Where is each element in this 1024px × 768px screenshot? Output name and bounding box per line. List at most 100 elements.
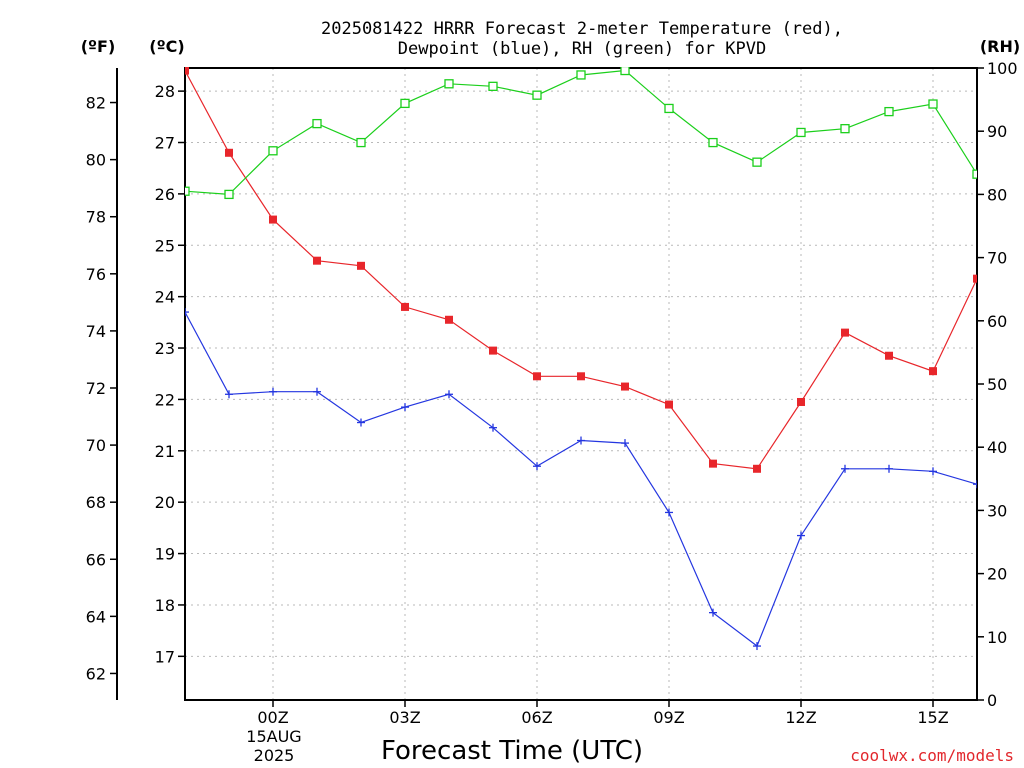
- rh-tick-label: 100: [987, 59, 1018, 78]
- data-point-dewpoint: [489, 423, 497, 432]
- series-line-temperature: [185, 70, 977, 470]
- fahrenheit-tick-label: 62: [86, 664, 106, 683]
- data-point-rh: [488, 81, 498, 91]
- rh-tick-label: 10: [987, 628, 1007, 647]
- data-point-dewpoint: [313, 387, 321, 396]
- data-point-temperature: [753, 464, 761, 473]
- date-label-line2: 2025: [254, 746, 295, 765]
- fahrenheit-tick-label: 66: [86, 550, 106, 569]
- x-tick-label: 06Z: [521, 708, 552, 727]
- celsius-tick-label: 27: [155, 134, 175, 153]
- data-point-dewpoint: [621, 439, 629, 448]
- series-dewpoint: [185, 308, 977, 651]
- data-point-dewpoint: [533, 462, 541, 471]
- data-point-rh: [312, 118, 322, 129]
- series-rh: [185, 67, 977, 200]
- data-point-rh: [356, 137, 366, 148]
- rh-tick-label: 90: [987, 122, 1007, 141]
- x-tick-label: 03Z: [389, 708, 420, 727]
- data-point-rh: [620, 67, 630, 76]
- data-point-dewpoint: [357, 418, 365, 427]
- data-point-temperature: [841, 328, 849, 337]
- data-point-temperature: [269, 215, 277, 224]
- data-point-temperature: [973, 274, 977, 283]
- data-point-rh: [928, 99, 938, 109]
- data-point-rh: [576, 70, 586, 80]
- data-point-dewpoint: [269, 387, 277, 396]
- rh-tick-label: 30: [987, 501, 1007, 520]
- rh-tick-label: 80: [987, 185, 1007, 204]
- rh-tick-label: 20: [987, 565, 1007, 584]
- data-point-temperature: [621, 382, 629, 391]
- fahrenheit-tick-label: 72: [86, 379, 106, 398]
- celsius-tick-label: 18: [155, 596, 175, 615]
- data-point-temperature: [929, 367, 937, 376]
- data-point-rh: [532, 90, 542, 100]
- data-point-dewpoint: [577, 436, 585, 445]
- data-point-rh: [752, 157, 762, 167]
- data-point-temperature: [665, 400, 673, 409]
- data-point-temperature: [225, 148, 233, 157]
- celsius-tick-label: 25: [155, 236, 175, 255]
- data-point-dewpoint: [185, 308, 189, 317]
- data-point-temperature: [445, 315, 453, 324]
- fahrenheit-tick-label: 70: [86, 436, 106, 455]
- grid-lines: [185, 68, 977, 700]
- fahrenheit-tick-label: 80: [86, 151, 106, 170]
- x-tick-label: 09Z: [653, 708, 684, 727]
- data-point-dewpoint: [885, 464, 893, 473]
- celsius-tick-label: 17: [155, 647, 175, 666]
- data-point-rh: [664, 103, 674, 114]
- data-point-dewpoint: [401, 403, 409, 412]
- series-temperature: [185, 67, 977, 473]
- chart-title-line1: 2025081422 HRRR Forecast 2-meter Tempera…: [321, 19, 843, 39]
- x-tick-label: 15Z: [917, 708, 948, 727]
- fahrenheit-unit-label: (ºF): [81, 37, 116, 56]
- fahrenheit-tick-label: 82: [86, 94, 106, 113]
- data-point-dewpoint: [709, 608, 717, 617]
- data-point-dewpoint: [841, 464, 849, 473]
- data-point-rh: [444, 79, 454, 89]
- data-point-rh: [972, 169, 977, 179]
- x-tick-label: 12Z: [785, 708, 816, 727]
- data-point-dewpoint: [225, 390, 233, 399]
- data-point-temperature: [313, 256, 321, 265]
- rh-tick-label: 40: [987, 438, 1007, 457]
- rh-tick-label: 60: [987, 312, 1007, 331]
- data-point-temperature: [533, 372, 541, 381]
- series-line-rh: [185, 69, 977, 196]
- date-label-line1: 15AUG: [246, 727, 301, 746]
- series-line-dewpoint: [185, 311, 977, 647]
- fahrenheit-tick-label: 64: [86, 607, 106, 626]
- data-point-temperature: [709, 459, 717, 468]
- data-point-rh: [185, 186, 190, 196]
- chart-title-line2: Dewpoint (blue), RH (green) for KPVD: [398, 39, 766, 59]
- data-point-rh: [840, 124, 850, 134]
- data-series: [185, 67, 977, 651]
- data-point-temperature: [357, 261, 365, 270]
- rh-tick-label: 0: [987, 691, 997, 710]
- rh-unit-label: (RH): [980, 37, 1020, 56]
- data-point-dewpoint: [753, 642, 761, 651]
- data-point-temperature: [797, 397, 805, 406]
- rh-tick-label: 70: [987, 249, 1007, 268]
- data-point-temperature: [577, 372, 585, 381]
- x-tick-label: 00Z: [257, 708, 288, 727]
- celsius-tick-label: 23: [155, 339, 175, 358]
- data-point-dewpoint: [973, 480, 977, 489]
- data-point-dewpoint: [797, 531, 805, 540]
- data-point-dewpoint: [929, 467, 937, 476]
- data-point-temperature: [185, 67, 189, 75]
- data-point-rh: [268, 146, 278, 156]
- fahrenheit-tick-label: 68: [86, 493, 106, 512]
- celsius-tick-label: 28: [155, 82, 175, 101]
- data-point-dewpoint: [665, 508, 673, 517]
- celsius-tick-label: 20: [155, 493, 175, 512]
- data-point-rh: [884, 106, 894, 117]
- fahrenheit-tick-label: 74: [86, 322, 106, 341]
- celsius-tick-label: 21: [155, 442, 175, 461]
- data-point-rh: [224, 189, 234, 200]
- data-point-rh: [400, 98, 410, 109]
- data-point-rh: [796, 127, 806, 138]
